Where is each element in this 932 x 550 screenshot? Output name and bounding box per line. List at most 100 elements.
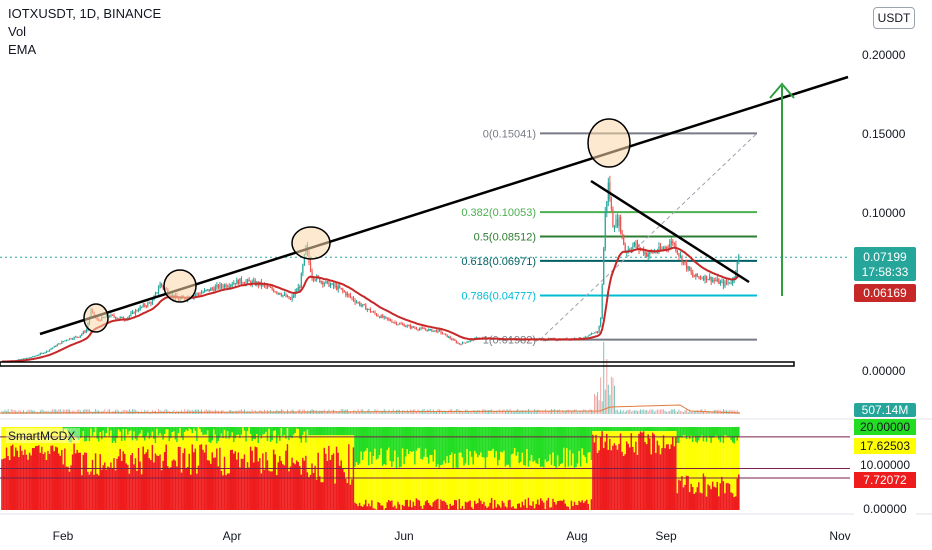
mcdx-red-bar: [209, 463, 212, 510]
volume-bar: [133, 409, 135, 414]
volume-bar: [405, 411, 407, 414]
candle-body: [156, 292, 158, 294]
mcdx-yellow-bar: [558, 466, 561, 501]
mcdx-red-bar: [179, 446, 181, 510]
candle-body: [273, 289, 275, 292]
candle-body: [662, 248, 665, 250]
mcdx-red-bar: [466, 502, 468, 510]
candle-body: [328, 281, 330, 287]
mcdx-red-bar: [699, 492, 702, 510]
mcdx-green-bar: [162, 427, 164, 440]
mcdx-red-bar: [358, 502, 361, 510]
mcdx-yellow-bar: [94, 427, 97, 454]
mcdx-red-bar: [312, 472, 315, 510]
mcdx-red-bar: [331, 454, 333, 510]
mcdx-red-bar: [361, 506, 364, 510]
candle-body: [196, 293, 198, 295]
volume-bar: [240, 409, 242, 414]
mcdx-yellow-bar: [260, 438, 263, 474]
candle-body: [713, 279, 715, 281]
candle-body: [35, 355, 37, 357]
volume-bar: [658, 409, 660, 414]
candle-body: [593, 332, 596, 334]
mcdx-yellow-bar: [645, 431, 648, 445]
candle-body: [360, 305, 362, 307]
mcdx-green-bar: [300, 427, 303, 443]
mcdx-red-bar: [579, 502, 582, 510]
candle-body: [208, 289, 210, 291]
mcdx-green-bar: [567, 427, 570, 467]
mcdx-green-bar: [423, 427, 425, 457]
candle-body: [122, 316, 124, 320]
volume-bar: [29, 410, 31, 414]
volume-bar: [471, 410, 473, 414]
mcdx-yellow-bar: [661, 431, 663, 449]
mcdx-green-bar: [79, 427, 82, 439]
mcdx-green-bar: [179, 427, 181, 429]
mcdx-green-bar: [378, 427, 381, 456]
mcdx-yellow-bar: [297, 429, 300, 462]
mcdx-green-bar: [266, 427, 269, 442]
mcdx-yellow-bar: [208, 442, 211, 461]
mcdx-red-bar: [133, 464, 135, 510]
mcdx-red-bar: [401, 504, 404, 510]
candle-body: [286, 296, 289, 298]
mcdx-red-bar: [225, 475, 227, 510]
mcdx-green-bar: [137, 427, 140, 436]
mcdx-yellow-bar: [279, 440, 281, 457]
mcdx-yellow-bar: [596, 431, 599, 453]
candle-body: [53, 346, 55, 348]
ema-indicator-label[interactable]: EMA: [8, 42, 37, 57]
mcdx-green-bar: [120, 427, 123, 442]
candle-body: [380, 315, 382, 318]
mcdx-yellow-bar: [216, 443, 218, 449]
volume-bar: [469, 410, 471, 414]
mcdx-yellow-bar: [188, 428, 191, 454]
candle-body: [417, 329, 419, 331]
volume-bar: [363, 411, 365, 414]
volume-indicator-label[interactable]: Vol: [8, 24, 27, 39]
mcdx-yellow-bar: [262, 434, 264, 454]
mcdx-yellow-bar: [392, 461, 395, 508]
mcdx-green-bar: [493, 427, 496, 458]
candle-body: [214, 286, 216, 291]
mcdx-red-bar: [288, 471, 290, 510]
candle-body: [319, 277, 321, 283]
mcdx-green-bar: [338, 427, 341, 436]
volume-bar: [690, 411, 692, 414]
mcdx-red-bar: [498, 505, 501, 510]
volume-bar: [541, 410, 543, 414]
mcdx-green-bar: [122, 427, 125, 430]
mcdx-green-bar: [391, 427, 393, 468]
mcdx-yellow-bar: [578, 451, 580, 501]
mcdx-red-bar: [516, 503, 519, 510]
main-price-pane: 0(0.15041)0.382(0.10053)0.5(0.08512)0.61…: [0, 75, 850, 367]
ema-line: [2, 246, 740, 363]
mcdx-yellow-bar: [403, 464, 405, 507]
mcdx-green-bar: [143, 427, 146, 441]
mcdx-yellow-bar: [547, 461, 550, 498]
candle-body: [142, 304, 144, 307]
candle-body: [337, 286, 339, 290]
volume-bar: [652, 409, 654, 414]
volume-bar: [325, 411, 327, 414]
mcdx-red-bar: [1, 459, 3, 510]
mcdx-green-bar: [618, 427, 620, 432]
mcdx-yellow-bar: [546, 462, 548, 501]
mcdx-green-bar: [386, 427, 389, 451]
mcdx-green-bar: [559, 427, 562, 465]
mcdx-green-bar: [444, 427, 447, 464]
candle-body: [686, 262, 688, 270]
countdown-timer: 17:58:33: [862, 265, 909, 279]
candle-body: [285, 294, 287, 297]
last-price-value: 0.07199: [863, 250, 907, 264]
mcdx-red-bar: [444, 502, 447, 510]
mcdx-yellow-bar: [87, 437, 89, 472]
candle-body: [722, 281, 725, 287]
mcdx-red-bar: [196, 473, 198, 510]
mcdx-green-bar: [90, 427, 92, 429]
mcdx-yellow-bar: [295, 428, 298, 461]
volume-bar: [494, 411, 496, 414]
currency-button[interactable]: USDT: [873, 7, 915, 29]
